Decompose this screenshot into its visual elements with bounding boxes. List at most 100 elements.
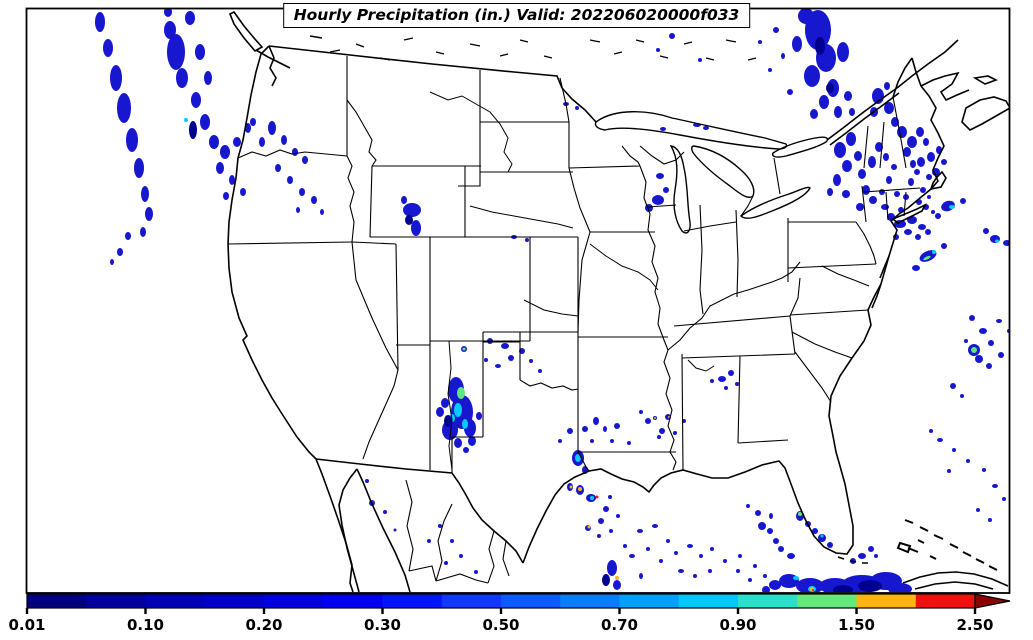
precip-blob	[654, 417, 656, 419]
precip-blob	[659, 428, 665, 434]
precip-blob	[666, 539, 670, 543]
precip-blob	[176, 68, 188, 88]
precip-blob	[292, 148, 298, 156]
precip-blob	[723, 559, 727, 563]
precip-blob	[894, 191, 900, 197]
precip-blob	[910, 160, 916, 168]
precip-blob	[992, 484, 998, 488]
precip-blob	[724, 386, 728, 390]
precip-blob	[184, 118, 188, 122]
precip-blob	[710, 547, 714, 551]
precip-blob	[736, 569, 740, 573]
precip-blob	[296, 207, 300, 213]
precip-blob	[657, 435, 661, 439]
precip-blob	[941, 243, 947, 249]
precip-blob	[117, 248, 123, 256]
precip-blob	[834, 142, 846, 158]
precip-blob	[140, 227, 146, 237]
precip-blob	[798, 9, 814, 24]
precip-blob	[365, 479, 369, 483]
precip-blob	[886, 176, 892, 184]
precip-blob	[125, 232, 131, 240]
precip-blob	[311, 196, 317, 204]
precip-blob	[996, 319, 1002, 323]
precip-blob	[457, 387, 465, 399]
precip-blob	[952, 448, 956, 452]
precip-blob	[164, 9, 172, 17]
precip-blob	[134, 158, 144, 178]
precip-blob	[613, 580, 621, 590]
precip-blob	[693, 574, 697, 578]
precip-blob	[818, 534, 826, 542]
precip-blob	[787, 553, 795, 559]
precip-blob	[454, 438, 462, 448]
precip-blob	[849, 108, 855, 116]
precip-blob	[854, 151, 862, 161]
precip-blob	[881, 204, 889, 210]
precip-blob	[468, 436, 476, 446]
precip-blob	[966, 459, 970, 463]
precip-blob	[245, 123, 251, 133]
precip-blob	[281, 135, 287, 145]
precip-blob	[268, 121, 276, 135]
precip-blob	[656, 48, 660, 52]
precip-blob	[960, 394, 964, 398]
precip-blob	[983, 228, 989, 234]
precip-blob	[674, 551, 678, 555]
map-title: Hourly Precipitation (in.) Valid: 202206…	[282, 3, 751, 28]
precip-blob	[117, 93, 131, 123]
precip-blob	[660, 127, 666, 131]
precip-blob	[703, 126, 709, 130]
precip-blob	[796, 578, 824, 592]
colorbar-tick-label: 0.01	[8, 616, 45, 634]
precip-blob	[810, 109, 818, 119]
colorbar-tick-label: 0.50	[482, 616, 519, 634]
precip-blob	[833, 174, 841, 186]
precip-blob	[508, 355, 514, 361]
precip-blob	[781, 53, 785, 59]
precip-blob	[856, 203, 864, 211]
precip-blob	[995, 239, 999, 243]
precip-blob	[411, 220, 421, 236]
precip-blob	[191, 92, 201, 108]
precip-blob	[929, 429, 933, 433]
precip-blob	[320, 209, 324, 215]
precip-blob	[233, 137, 241, 147]
colorbar-segment	[382, 594, 443, 608]
precip-blob	[603, 506, 609, 512]
precip-blob	[846, 132, 856, 146]
precip-blob	[884, 102, 894, 114]
precip-blob	[738, 554, 742, 558]
precip-blob	[875, 142, 883, 152]
precip-blob	[673, 431, 677, 435]
precip-blob	[587, 525, 591, 529]
precip-blob	[287, 176, 293, 184]
precip-blob	[95, 12, 105, 32]
precip-blob	[474, 570, 478, 574]
precip-blob	[698, 58, 702, 62]
precip-blob	[454, 403, 462, 417]
precip-blob	[862, 185, 870, 195]
colorbar-segments	[26, 593, 1011, 609]
precip-blob	[637, 529, 643, 533]
precip-blob	[812, 589, 814, 591]
precip-blob	[459, 554, 463, 558]
precip-blob	[167, 34, 185, 70]
colorbar-segment	[145, 594, 206, 608]
precip-blob	[746, 504, 750, 508]
precip-blob	[299, 188, 305, 196]
great-lakes	[594, 111, 829, 234]
precip-blob	[668, 416, 670, 418]
state-borders	[227, 56, 921, 584]
precip-blob	[438, 524, 442, 528]
precip-blob	[883, 153, 889, 161]
precip-blob	[501, 343, 509, 349]
canada-lakes	[309, 35, 757, 61]
precip-blob	[923, 138, 929, 146]
geography	[227, 10, 1009, 592]
precip-blob	[874, 554, 878, 558]
precip-blob	[947, 469, 951, 473]
precip-blob	[969, 315, 975, 321]
precip-blob	[767, 528, 773, 534]
